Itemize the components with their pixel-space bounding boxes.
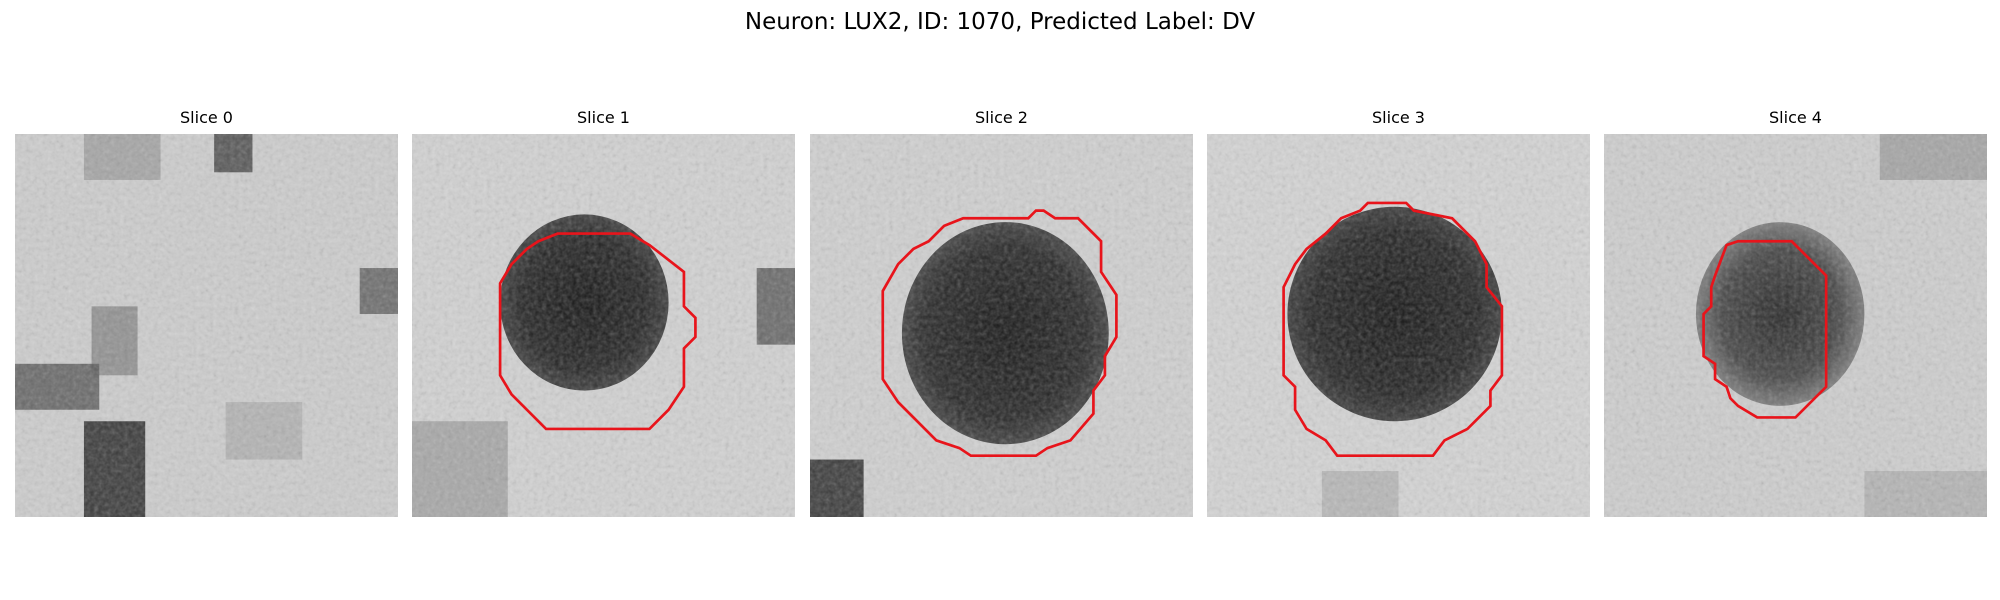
slice-image-3-svg <box>1207 134 1590 517</box>
slice-image-2-svg <box>810 134 1193 517</box>
slice-panel-0: Slice 0 <box>15 108 398 517</box>
slice-panel-4: Slice 4 <box>1604 108 1987 517</box>
contour-3 <box>1282 201 1504 458</box>
slice-panel-3: Slice 3 <box>1207 108 1590 517</box>
slice-title-0: Slice 0 <box>180 108 233 127</box>
slice-image-1 <box>412 134 795 517</box>
slice-image-4-svg <box>1604 134 1987 517</box>
slice-image-2 <box>810 134 1193 517</box>
slice-title-2: Slice 2 <box>975 108 1028 127</box>
slice-title-3: Slice 3 <box>1372 108 1425 127</box>
slice-image-1-svg <box>412 134 795 517</box>
slice-image-0-svg <box>15 134 398 517</box>
slice-image-3 <box>1207 134 1590 517</box>
contour-1 <box>498 232 697 431</box>
slice-image-4 <box>1604 134 1987 517</box>
slice-panel-1: Slice 1 <box>412 108 795 517</box>
contour-2 <box>881 209 1118 458</box>
slice-title-4: Slice 4 <box>1769 108 1822 127</box>
slice-panel-2: Slice 2 <box>810 108 1193 517</box>
figure-title: Neuron: LUX2, ID: 1070, Predicted Label:… <box>744 9 1256 35</box>
slice-image-0 <box>15 134 398 517</box>
slice-title-1: Slice 1 <box>577 108 630 127</box>
contour-4 <box>1702 239 1828 419</box>
